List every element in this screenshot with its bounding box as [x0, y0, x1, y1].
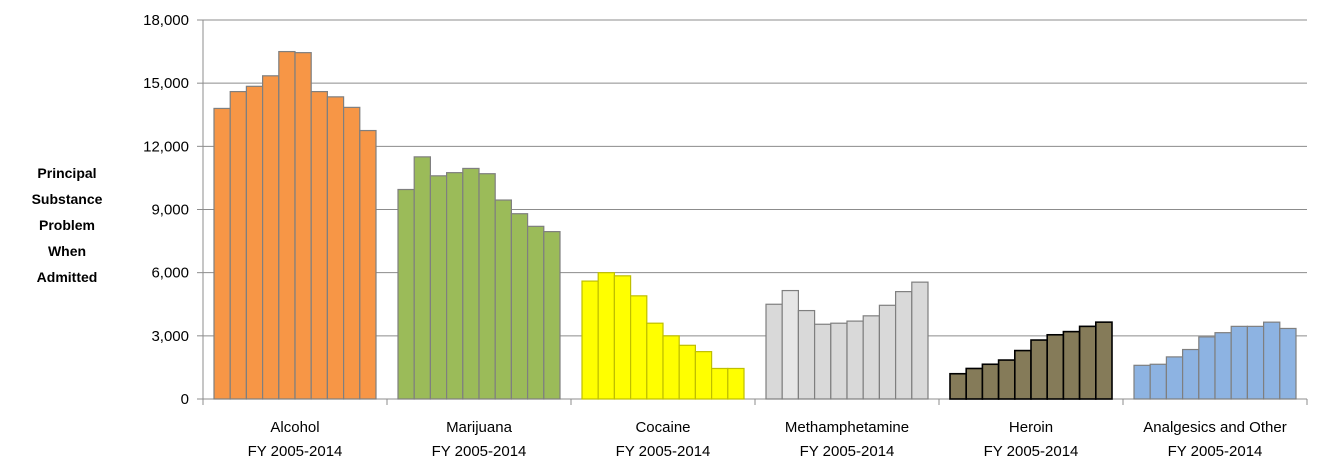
category-label: Marijuana [446, 419, 513, 436]
bar [462, 167, 480, 400]
bar [581, 280, 599, 400]
y-tick-label: 9,000 [151, 202, 189, 219]
bar [1133, 364, 1151, 400]
bar [1078, 325, 1097, 400]
bar [343, 106, 361, 400]
bar [846, 320, 864, 400]
bar [1214, 332, 1232, 400]
category-sublabel: FY 2005-2014 [1168, 443, 1263, 460]
bar [1246, 325, 1265, 400]
bar [478, 173, 496, 400]
bar [213, 107, 231, 400]
bar [694, 351, 713, 400]
bar [397, 188, 415, 400]
y-tick-label: 3,000 [151, 328, 189, 345]
category-sublabel: FY 2005-2014 [248, 443, 343, 460]
bar [1013, 349, 1032, 400]
category-sublabel: FY 2005-2014 [984, 443, 1079, 460]
bar [894, 291, 913, 400]
bar [997, 359, 1016, 400]
bar [830, 322, 848, 400]
y-tick-label: 6,000 [151, 265, 189, 282]
bar [765, 303, 783, 400]
bar [629, 295, 648, 400]
bar [526, 225, 545, 400]
bar [597, 272, 616, 400]
y-tick-label: 18,000 [143, 12, 189, 29]
bar [797, 309, 816, 400]
bar [1165, 356, 1184, 400]
bar [1198, 336, 1216, 400]
bar [781, 289, 800, 400]
category-label: Alcohol [270, 419, 319, 436]
bar [813, 323, 832, 400]
bar [294, 52, 312, 400]
bar [1149, 363, 1167, 400]
bar [727, 367, 745, 400]
bar [911, 281, 929, 400]
category-label: Methamphetamine [785, 419, 909, 436]
y-tick-label: 15,000 [143, 75, 189, 92]
bar [326, 96, 345, 400]
bar [613, 275, 632, 400]
bar [359, 129, 377, 400]
bar [543, 231, 561, 400]
bar [981, 363, 1000, 400]
bar [662, 335, 680, 400]
y-axis-label: Principal Substance Problem When Admitte… [31, 165, 103, 285]
bar [262, 75, 280, 400]
bar [1095, 321, 1113, 400]
category-sublabel: FY 2005-2014 [432, 443, 527, 460]
bar [1046, 333, 1065, 400]
y-tick-label: 0 [181, 391, 189, 408]
bar [678, 344, 697, 400]
category-label: Heroin [1009, 419, 1053, 436]
category-label: Analgesics and Other [1143, 419, 1286, 436]
y-tick-label: 12,000 [143, 138, 189, 155]
bar [429, 175, 448, 400]
bar [646, 322, 664, 400]
bar [229, 90, 247, 400]
category-label: Cocaine [635, 419, 690, 436]
bar [1279, 327, 1297, 400]
bar [510, 213, 529, 400]
bar [1062, 330, 1081, 400]
category-sublabel: FY 2005-2014 [800, 443, 895, 460]
category-sublabel: FY 2005-2014 [616, 443, 711, 460]
bar [1230, 325, 1248, 400]
bar [310, 90, 329, 400]
bar [446, 172, 464, 400]
bar [949, 372, 968, 400]
bar [878, 304, 897, 400]
bar [245, 85, 264, 400]
bar [413, 156, 432, 400]
bar [862, 315, 881, 400]
bar [1030, 339, 1049, 400]
bar [710, 367, 729, 400]
bar [965, 367, 984, 400]
bar [1262, 321, 1281, 400]
bar [494, 199, 513, 400]
bar [1181, 348, 1200, 400]
bar [278, 50, 296, 400]
